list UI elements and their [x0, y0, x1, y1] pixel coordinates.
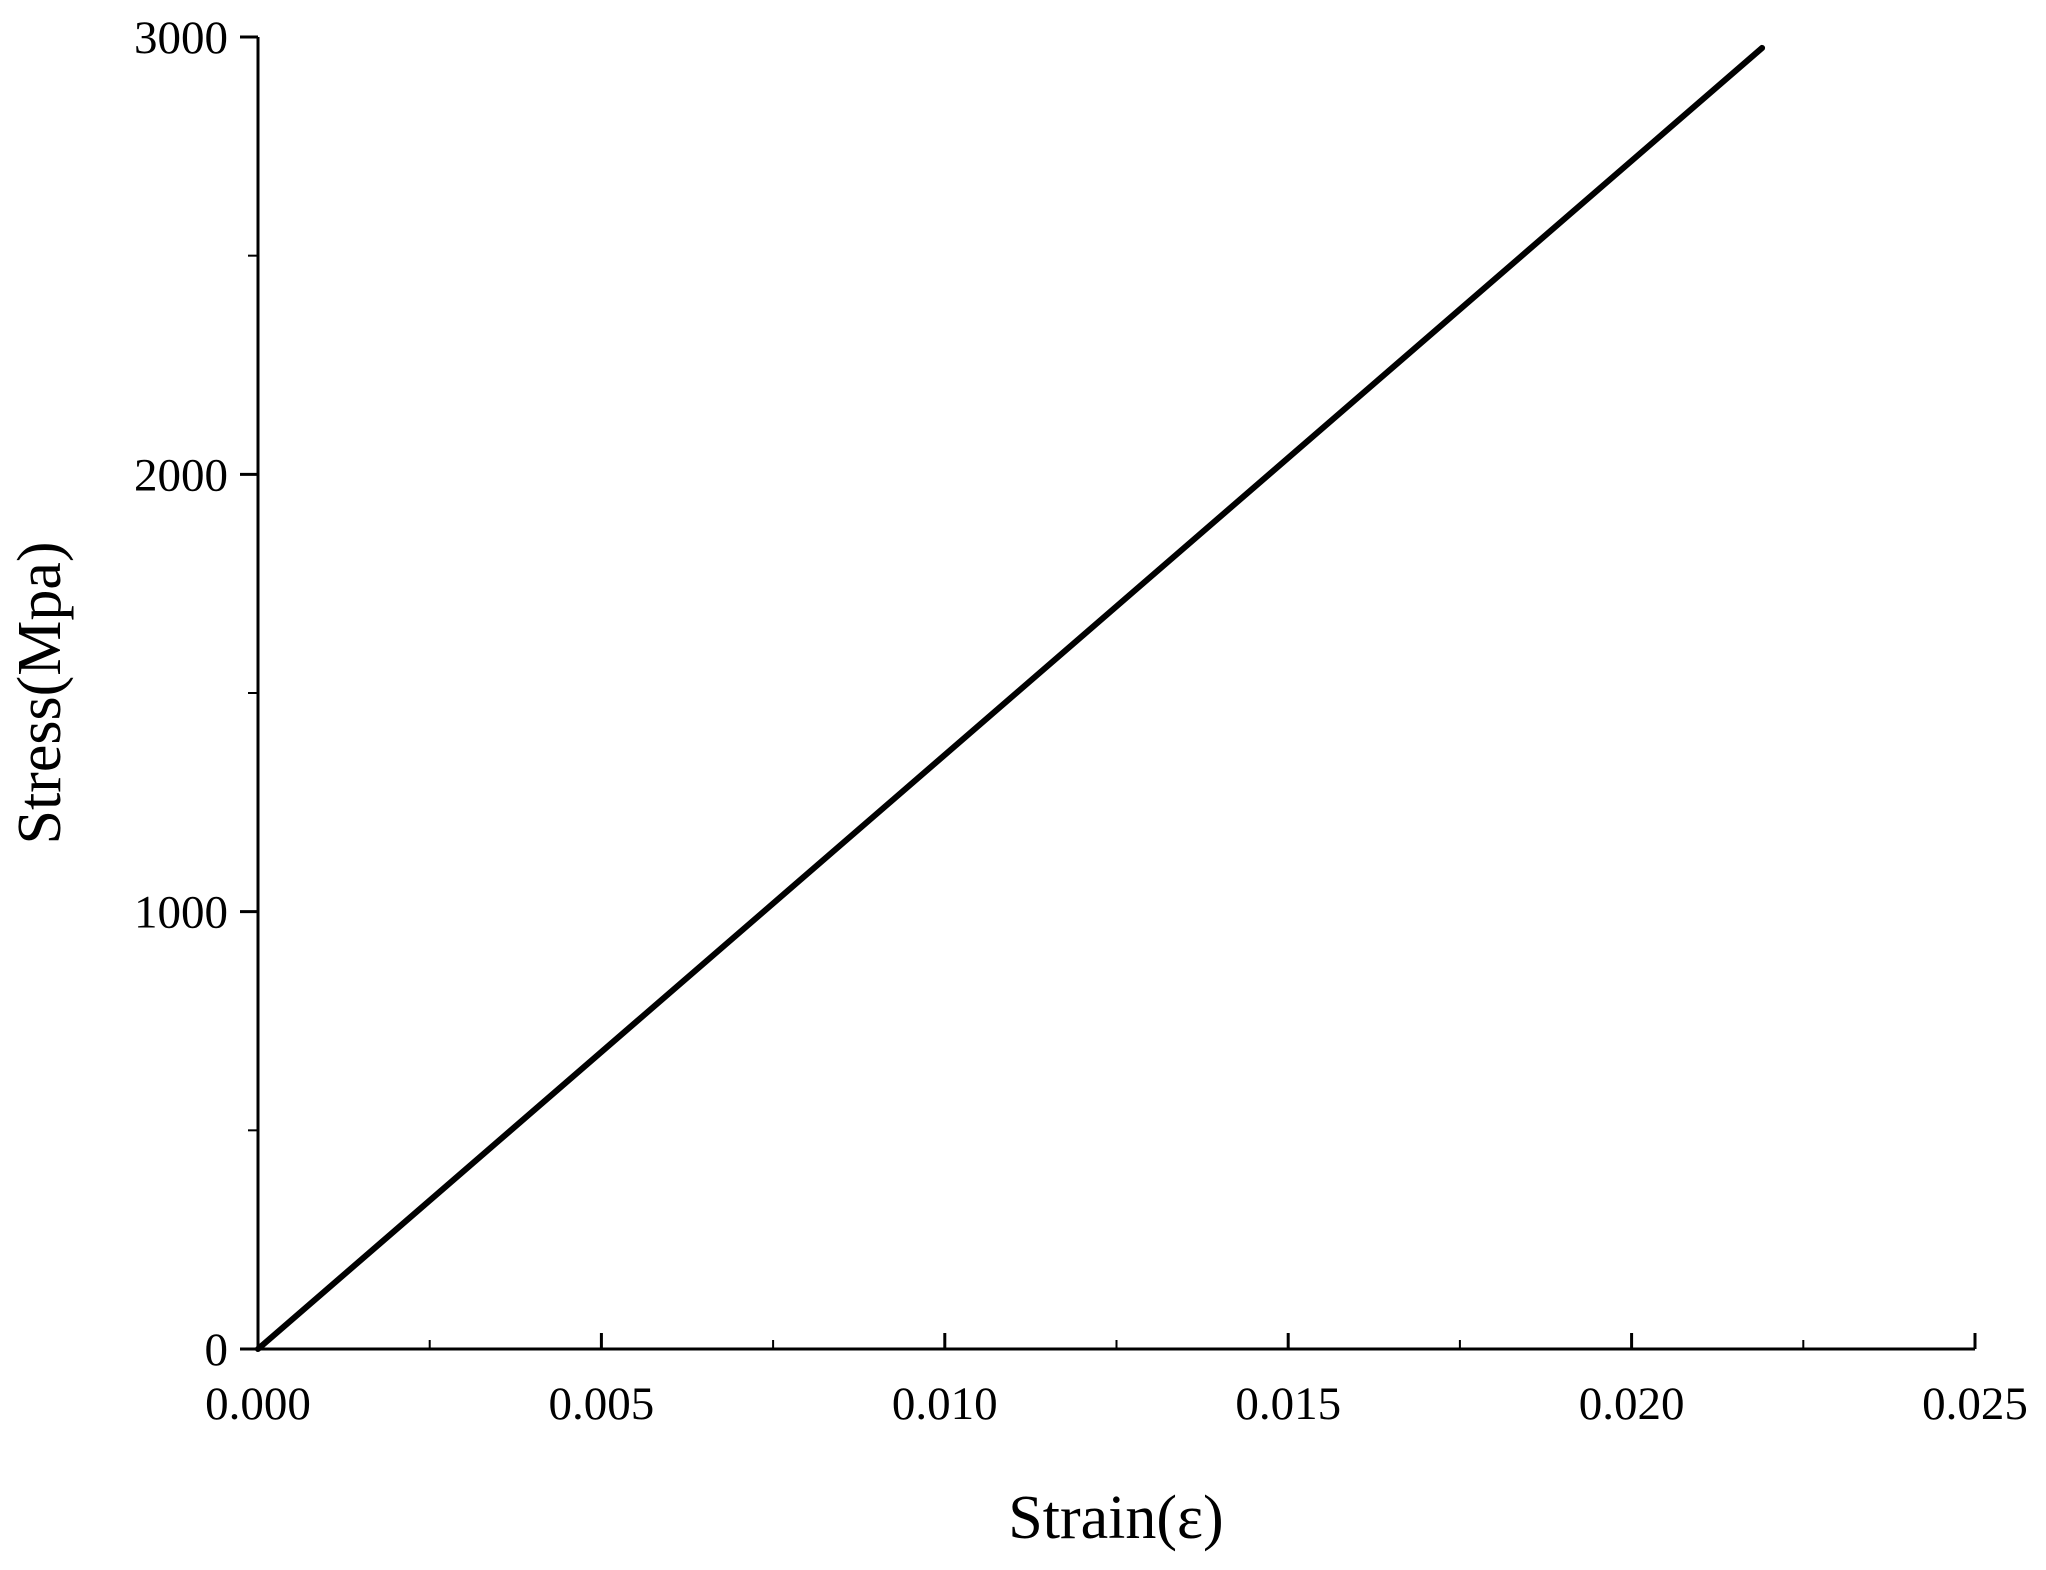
x-tick-label: 0.020 — [1579, 1378, 1685, 1430]
y-tick-label: 0 — [205, 1324, 229, 1376]
y-tick-label: 2000 — [134, 449, 228, 501]
line-series — [255, 44, 1766, 1352]
x-tick-label: 0.025 — [1922, 1378, 2028, 1430]
x-tick-label: 0.015 — [1235, 1378, 1341, 1430]
x-tick-label: 0.005 — [549, 1378, 655, 1430]
y-tick-label: 1000 — [134, 887, 228, 939]
x-tick-label: 0.010 — [892, 1378, 998, 1430]
x-tick-label: 0.000 — [205, 1378, 311, 1430]
x-axis-title: Strain(ε) — [1008, 1484, 1223, 1552]
y-axis-title: Stress(Mpa) — [6, 541, 74, 844]
y-tick-label: 3000 — [134, 12, 228, 64]
